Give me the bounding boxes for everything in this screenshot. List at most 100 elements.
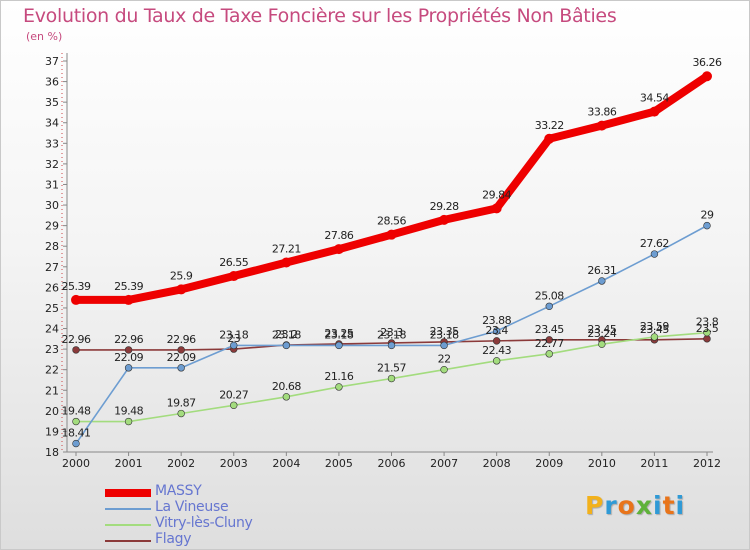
x-tick-label: 2001 [115,457,143,470]
data-point [335,341,343,350]
data-point [703,328,711,337]
data-point [650,250,659,258]
y-tick-label: 18 [45,446,59,459]
logo-letter: x [635,491,653,520]
y-tick-label: 25 [45,302,59,315]
data-point [71,294,81,305]
data-point [545,302,553,311]
y-tick-label: 28 [45,240,59,253]
x-tick-label: 2003 [220,457,248,470]
legend-swatch [105,489,151,497]
data-label: 23.5 [696,322,719,335]
y-tick-label: 19 [45,425,59,438]
legend-swatch [105,524,151,526]
legend-label: Flagy [155,531,192,547]
legend-swatch [105,508,151,510]
logo-letter: r [604,491,618,520]
x-tick-label: 2008 [483,457,511,470]
x-tick-label: 2005 [325,457,353,470]
data-label: 23.18 [219,328,248,341]
legend-label: Vitry-lès-Cluny [155,515,253,531]
data-label: 26.31 [587,264,616,277]
data-point [124,417,133,426]
data-point [545,336,553,344]
x-tick-label: 2007 [430,457,458,470]
data-point [598,277,606,285]
data-point [492,337,501,345]
data-label: 22.96 [62,333,91,346]
data-label: 25.39 [114,280,143,293]
data-label: 22.43 [482,344,511,357]
data-point [228,271,239,282]
data-point [124,346,133,354]
y-tick-label: 31 [45,178,59,191]
data-point [650,333,659,341]
data-label: 23.2 [275,328,298,341]
data-point [177,346,185,354]
data-label: 34.54 [640,92,669,105]
data-label: 19.48 [62,405,91,418]
data-point [177,409,185,418]
y-tick-label: 32 [45,158,59,171]
y-tick-label: 30 [45,199,59,212]
data-label: 27.21 [272,242,301,255]
chart-title: Evolution du Taux de Taxe Foncière sur l… [23,5,617,27]
y-tick-label: 26 [45,281,59,294]
x-tick-label: 2000 [62,457,90,470]
logo-letter: P [585,491,605,520]
data-label: 29 [701,209,714,222]
unit-label: (en %) [26,30,63,43]
data-label: 23.88 [482,314,511,327]
y-tick-label: 37 [45,55,59,68]
data-point [387,341,396,350]
axes: 18 19 20 21 22 23 24 25 26 27 28 29 30 31 32 33 34 35 36 37… [45,53,721,470]
data-point [281,257,292,268]
y-tick-label: 22 [45,364,59,377]
logo-letter: i [675,491,686,520]
data-point [333,244,344,255]
data-point [72,346,80,354]
data-point [72,417,80,426]
data-label: 26.55 [219,256,248,269]
data-point [123,294,134,305]
series-layer [71,71,712,448]
data-label: 23.45 [640,323,669,336]
legend-label: MASSY [155,483,202,499]
x-tick-label: 2012 [693,457,721,470]
data-point [545,350,553,358]
data-point [440,341,448,350]
y-tick-label: 24 [45,323,59,336]
data-label: 21.16 [324,370,353,383]
data-point [492,327,501,335]
data-label-layer: 22.96 22.96 22.96 23 23.2 23.25 23.3 23.35 23.4 2… [62,56,723,440]
data-point [440,365,448,374]
data-label: 23 [227,332,240,345]
data-point [439,214,450,225]
data-label: 23.45 [535,323,564,336]
logo-letter: i [653,491,663,520]
data-point [387,374,396,383]
proxiti-logo: Proxiti [585,491,685,520]
data-label: 23.18 [324,328,353,341]
y-tick-label: 33 [45,137,59,150]
data-label: 22.96 [167,333,196,346]
data-point [598,340,606,348]
data-point [230,401,238,409]
data-label: 25.39 [62,280,91,293]
data-label: 25.9 [170,269,193,282]
data-label: 29.84 [482,188,511,201]
data-point [230,341,238,350]
data-point [703,221,711,230]
y-tick-label: 27 [45,261,59,274]
y-tick-label: 35 [45,96,59,109]
data-label: 23.8 [696,316,719,329]
x-tick-label: 2004 [272,457,300,470]
data-label: 23.18 [272,328,301,341]
x-tick-label: 2010 [588,457,616,470]
y-tick-label: 20 [45,405,59,418]
data-label: 18.41 [62,427,91,440]
data-point [282,341,291,350]
data-label: 22.09 [167,351,196,364]
data-point [177,364,185,372]
